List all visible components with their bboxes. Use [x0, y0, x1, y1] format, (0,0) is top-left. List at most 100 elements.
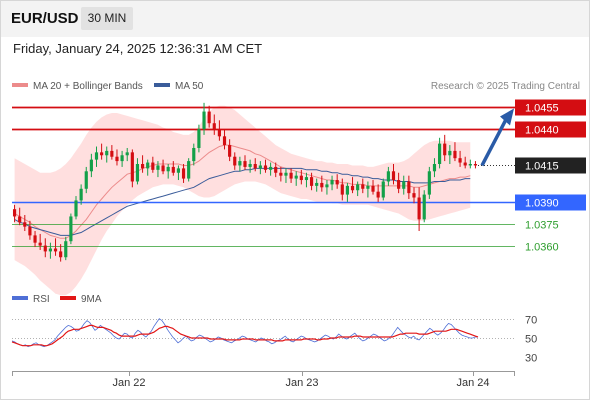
candle-body — [130, 152, 134, 182]
candle-body — [228, 145, 232, 157]
candle-body — [156, 165, 160, 170]
candle-body — [330, 180, 334, 185]
candle-body — [28, 226, 32, 236]
candle-body — [371, 185, 375, 192]
rsi-panel: 70 50 30 — [11, 315, 537, 365]
candle-body — [453, 150, 457, 159]
candle-body — [361, 184, 365, 189]
candle-body — [48, 248, 52, 252]
pair-title: EUR/USD — [11, 10, 79, 27]
rsi-legend-swatch — [12, 296, 28, 300]
candle-body — [438, 143, 442, 164]
candle-body — [135, 164, 140, 182]
rsi-legend-label: RSI — [33, 294, 50, 305]
time-axis: Jan 22 Jan 23 Jan 24 — [12, 371, 515, 389]
candle-body — [407, 181, 411, 194]
candle-body — [233, 156, 237, 166]
candle-body — [294, 175, 298, 179]
projection-arrow-head — [500, 108, 514, 126]
timeframe-badge[interactable]: 30 MIN — [81, 7, 133, 30]
candle-body — [381, 181, 385, 198]
ma20-legend-swatch — [12, 83, 28, 87]
candle-body — [115, 156, 119, 162]
candle-body — [217, 129, 221, 137]
candle-body — [38, 242, 42, 246]
candle-body — [207, 111, 211, 124]
candle-body — [253, 164, 257, 169]
credit-label: Research © 2025 Trading Central — [431, 81, 580, 92]
candle-body — [427, 171, 431, 195]
rsi-ma-line — [11, 324, 479, 347]
candle-body — [89, 159, 93, 172]
candle-body — [263, 165, 268, 170]
time-axis-label: Jan 23 — [285, 377, 318, 389]
candle-body — [448, 150, 452, 156]
candle-body — [166, 166, 170, 172]
support-label-1-0375: 1.0375 — [525, 220, 559, 232]
candle-body — [274, 166, 278, 173]
candle-body — [350, 185, 355, 191]
resistance-label-bg-1-0455 — [515, 99, 586, 116]
rsi-tick-30: 30 — [525, 353, 537, 365]
current-price-label-bg — [515, 157, 586, 174]
candle-body — [120, 155, 124, 162]
candle-body — [94, 152, 99, 160]
candle-body — [366, 185, 370, 189]
candle-body — [325, 184, 329, 188]
candle-body — [212, 123, 216, 130]
ma50-legend-swatch — [154, 83, 170, 87]
ma20-legend-label: MA 20 + Bollinger Bands — [33, 81, 143, 92]
candle-body — [176, 168, 181, 173]
datetime-label: Friday, January 24, 2025 12:36:31 AM CET — [13, 41, 263, 56]
candle-body — [397, 180, 401, 189]
candle-body — [100, 152, 104, 156]
candle-body — [53, 248, 58, 252]
candle-body — [105, 150, 109, 156]
candle-body — [269, 166, 273, 170]
candle-body — [79, 188, 83, 201]
candle-body — [391, 171, 396, 181]
candle-body — [18, 216, 22, 223]
candle-body — [248, 164, 252, 167]
candle-body — [412, 193, 416, 198]
ma50-legend-label: MA 50 — [175, 81, 204, 92]
indicator-legend: RSI 9MA — [12, 294, 102, 305]
candle-body — [299, 175, 303, 181]
candle-body — [304, 177, 309, 181]
candle-body — [33, 235, 37, 243]
candle-body — [202, 111, 206, 130]
candle-body — [222, 136, 227, 146]
candle-body — [284, 172, 288, 176]
candle-body — [243, 161, 247, 167]
rsi-tick-50: 50 — [525, 334, 537, 346]
candle-body — [181, 168, 186, 179]
price-legend: MA 20 + Bollinger Bands MA 50 Research ©… — [12, 81, 580, 92]
candle-body — [74, 200, 78, 217]
candle-body — [309, 177, 314, 186]
candle-body — [258, 165, 262, 169]
candle-body — [340, 184, 344, 195]
bollinger-band-area — [14, 105, 471, 296]
price-panel: 1.0455 1.0440 1.0415 1.0390 1.0375 1.0360 — [12, 99, 586, 296]
time-axis-label: Jan 22 — [112, 377, 145, 389]
candle-body — [12, 209, 17, 217]
candle-body — [279, 172, 283, 176]
candle-body — [422, 194, 426, 220]
candle-body — [376, 191, 380, 198]
candle-body — [43, 245, 47, 252]
candle-body — [23, 222, 27, 227]
candle-body — [432, 164, 437, 172]
time-axis-label: Jan 24 — [456, 377, 489, 389]
candle-body — [69, 216, 73, 242]
candle-body — [356, 184, 360, 191]
rsi-tick-70: 70 — [525, 315, 537, 327]
candle-body — [463, 162, 467, 166]
candle-body — [192, 147, 196, 162]
candle-body — [402, 181, 406, 189]
candle-body — [151, 162, 155, 170]
candle-body — [64, 241, 68, 258]
candle-body — [110, 150, 114, 157]
ma50-line — [14, 167, 471, 236]
candle-body — [345, 185, 349, 195]
candle-body — [197, 129, 201, 148]
